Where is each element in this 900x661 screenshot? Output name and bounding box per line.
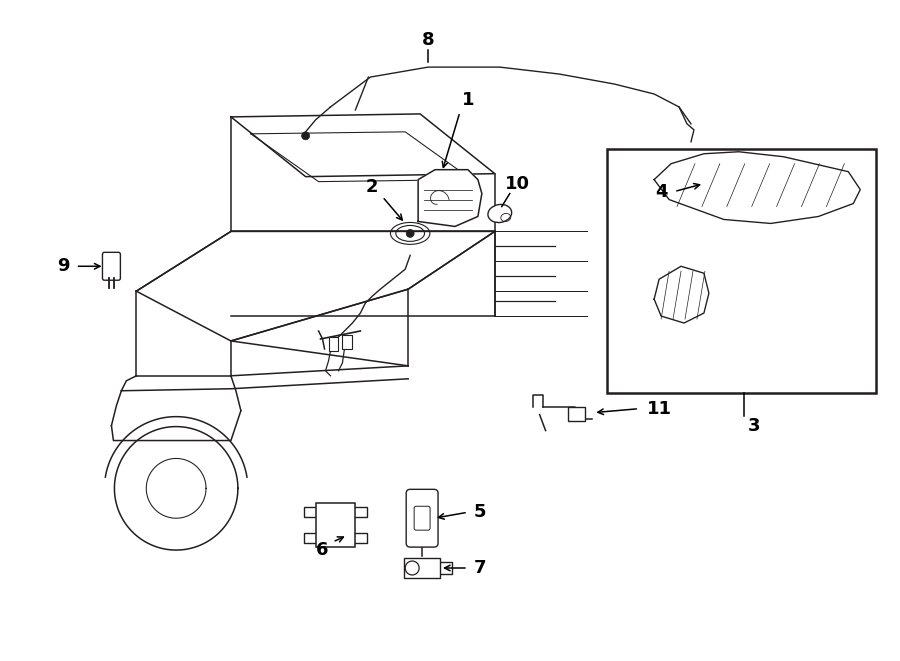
FancyBboxPatch shape xyxy=(414,506,430,530)
Polygon shape xyxy=(654,266,709,323)
Text: 9: 9 xyxy=(58,257,70,275)
Text: 2: 2 xyxy=(366,178,379,196)
FancyBboxPatch shape xyxy=(406,489,438,547)
FancyBboxPatch shape xyxy=(568,407,585,420)
Text: 11: 11 xyxy=(646,400,671,418)
Text: 4: 4 xyxy=(655,182,668,200)
Text: 6: 6 xyxy=(316,541,328,559)
Bar xyxy=(608,149,877,393)
FancyBboxPatch shape xyxy=(404,558,440,578)
Text: 8: 8 xyxy=(422,31,435,49)
Text: 7: 7 xyxy=(473,559,486,577)
FancyBboxPatch shape xyxy=(328,337,338,351)
Text: 10: 10 xyxy=(505,175,530,192)
Circle shape xyxy=(406,229,414,237)
Circle shape xyxy=(302,132,310,140)
Ellipse shape xyxy=(488,204,512,223)
FancyBboxPatch shape xyxy=(103,253,121,280)
FancyBboxPatch shape xyxy=(343,335,353,349)
Text: 1: 1 xyxy=(462,91,474,109)
Polygon shape xyxy=(654,152,860,223)
Text: 3: 3 xyxy=(748,416,760,434)
Text: 5: 5 xyxy=(473,503,486,522)
FancyBboxPatch shape xyxy=(316,503,356,547)
Polygon shape xyxy=(418,170,482,227)
